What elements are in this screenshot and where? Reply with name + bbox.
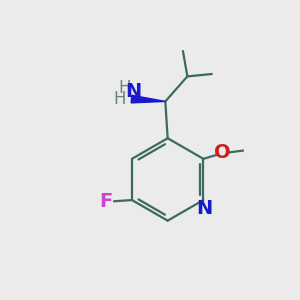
Polygon shape	[131, 95, 165, 103]
Text: H: H	[113, 90, 126, 108]
Text: H: H	[119, 79, 131, 97]
Text: N: N	[125, 82, 142, 101]
Text: N: N	[196, 199, 212, 218]
Text: F: F	[99, 192, 112, 211]
Text: O: O	[214, 143, 230, 162]
